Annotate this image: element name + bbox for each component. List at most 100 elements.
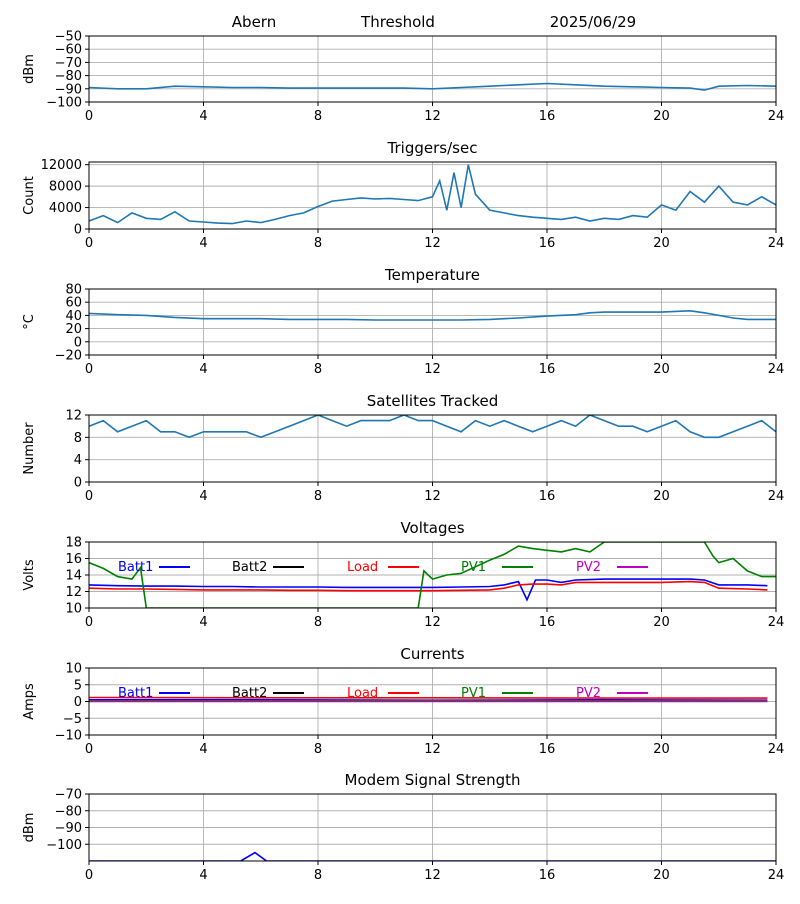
- x-tick-label: 8: [314, 109, 322, 124]
- legend-label-load: Load: [347, 686, 378, 701]
- y-tick-label: −80: [55, 69, 82, 84]
- y-tick-label: 5: [74, 678, 82, 693]
- x-tick-label: 4: [199, 868, 207, 883]
- header-date: 2025/06/29: [550, 13, 636, 31]
- x-tick-label: 20: [653, 742, 670, 757]
- y-tick-label: 0: [74, 695, 82, 710]
- x-tick-label: 12: [424, 362, 441, 377]
- x-tick-label: 4: [199, 489, 207, 504]
- y-tick-label: −90: [55, 82, 82, 97]
- x-tick-label: 24: [768, 109, 785, 124]
- x-tick-label: 20: [653, 362, 670, 377]
- y-tick-label: 16: [65, 552, 82, 567]
- y-tick-label: 0: [74, 223, 82, 238]
- x-tick-label: 4: [199, 362, 207, 377]
- x-tick-label: 0: [85, 489, 93, 504]
- x-tick-label: 4: [199, 109, 207, 124]
- x-tick-label: 20: [653, 236, 670, 251]
- y-tick-label: −60: [55, 43, 82, 58]
- y-tick-label: 12000: [41, 158, 82, 173]
- x-tick-label: 0: [85, 362, 93, 377]
- y-axis-label: dBm: [22, 813, 37, 843]
- y-axis-label: Number: [22, 422, 37, 475]
- x-tick-label: 0: [85, 868, 93, 883]
- y-axis-label: Volts: [22, 559, 37, 591]
- y-tick-label: −70: [55, 788, 82, 803]
- x-tick-label: 16: [539, 742, 556, 757]
- y-tick-label: 12: [65, 409, 82, 424]
- x-tick-label: 0: [85, 742, 93, 757]
- x-tick-label: 0: [85, 236, 93, 251]
- y-tick-label: −80: [55, 804, 82, 819]
- panel-title: Modem Signal Strength: [345, 771, 521, 789]
- panel-title: Temperature: [384, 266, 480, 284]
- x-tick-label: 4: [199, 615, 207, 630]
- y-tick-label: 12: [65, 585, 82, 600]
- x-tick-label: 12: [424, 236, 441, 251]
- legend-label-pv2: PV2: [576, 560, 601, 575]
- y-tick-label: −90: [55, 821, 82, 836]
- y-tick-label: 8000: [49, 180, 82, 195]
- x-tick-label: 24: [768, 615, 785, 630]
- x-tick-label: 20: [653, 615, 670, 630]
- y-tick-label: −100: [46, 838, 82, 853]
- x-tick-label: 16: [539, 109, 556, 124]
- y-tick-label: 0: [74, 476, 82, 491]
- legend-label-batt1: Batt1: [118, 686, 153, 701]
- y-tick-label: 4: [74, 453, 82, 468]
- x-tick-label: 8: [314, 489, 322, 504]
- x-tick-label: 20: [653, 868, 670, 883]
- x-tick-label: 16: [539, 489, 556, 504]
- y-tick-label: 0: [74, 335, 82, 350]
- y-axis-label: Count: [22, 176, 37, 215]
- y-tick-label: −10: [55, 729, 82, 744]
- y-tick-label: 40: [65, 309, 82, 324]
- y-tick-label: −100: [46, 96, 82, 111]
- x-tick-label: 8: [314, 236, 322, 251]
- x-tick-label: 16: [539, 236, 556, 251]
- y-tick-label: 80: [65, 283, 82, 298]
- y-tick-label: 4000: [49, 201, 82, 216]
- x-tick-label: 4: [199, 236, 207, 251]
- y-tick-label: 10: [65, 662, 82, 677]
- legend-label-batt1: Batt1: [118, 560, 153, 575]
- x-tick-label: 24: [768, 868, 785, 883]
- y-tick-label: 8: [74, 431, 82, 446]
- x-tick-label: 24: [768, 362, 785, 377]
- y-axis-label: °C: [22, 314, 37, 330]
- x-tick-label: 8: [314, 362, 322, 377]
- panel-title: Triggers/sec: [387, 139, 478, 157]
- x-tick-label: 16: [539, 615, 556, 630]
- legend-label-batt2: Batt2: [232, 560, 267, 575]
- y-tick-label: 14: [65, 569, 82, 584]
- x-tick-label: 24: [768, 742, 785, 757]
- x-tick-label: 8: [314, 868, 322, 883]
- x-tick-label: 24: [768, 489, 785, 504]
- y-tick-label: −5: [63, 712, 82, 727]
- series-line-load: [89, 698, 767, 699]
- y-tick-label: −70: [55, 56, 82, 71]
- x-tick-label: 0: [85, 109, 93, 124]
- y-axis-label: dBm: [22, 54, 37, 84]
- panel-title: Satellites Tracked: [367, 392, 498, 410]
- legend-label-pv1: PV1: [461, 560, 486, 575]
- x-tick-label: 8: [314, 742, 322, 757]
- y-tick-label: 60: [65, 296, 82, 311]
- x-tick-label: 4: [199, 742, 207, 757]
- y-axis-label: Amps: [22, 683, 37, 720]
- header-mode: Threshold: [360, 13, 435, 31]
- x-tick-label: 12: [424, 489, 441, 504]
- legend-label-pv1: PV1: [461, 686, 486, 701]
- x-tick-label: 12: [424, 109, 441, 124]
- x-tick-label: 24: [768, 236, 785, 251]
- y-tick-label: −50: [55, 30, 82, 45]
- x-tick-label: 8: [314, 615, 322, 630]
- header-station: Abern: [232, 13, 276, 31]
